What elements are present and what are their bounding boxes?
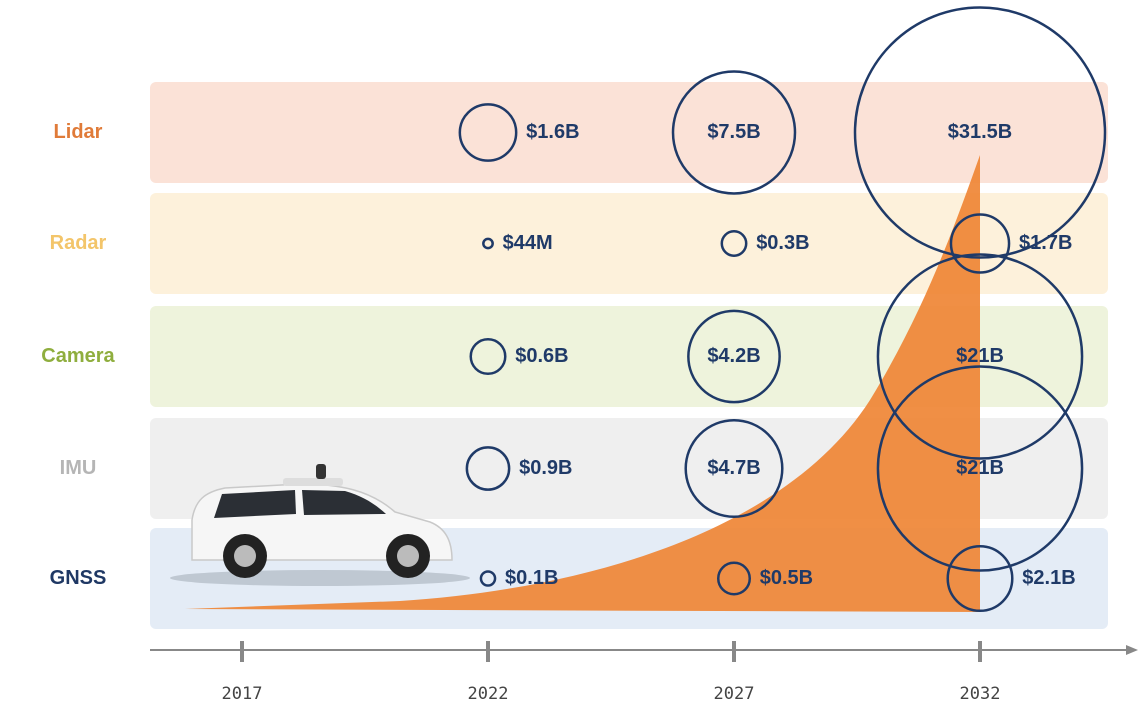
x-tick-label: 2027 bbox=[714, 684, 755, 704]
axis-arrow bbox=[1126, 645, 1138, 655]
bubble-label: $0.6B bbox=[515, 345, 568, 367]
bubble-label: $21B bbox=[956, 457, 1004, 479]
row-label: GNSS bbox=[50, 567, 107, 589]
bubble-label: $0.3B bbox=[756, 232, 809, 254]
x-tick-label: 2032 bbox=[960, 684, 1001, 704]
x-tick-label: 2017 bbox=[222, 684, 263, 704]
bubble-label: $1.6B bbox=[526, 121, 579, 143]
bubble-label: $7.5B bbox=[707, 121, 760, 143]
chart: Lidar Radar Camera IMU GNSS 2017 2022 2027 2032… bbox=[0, 0, 1140, 711]
row-label: IMU bbox=[60, 457, 97, 479]
x-tick-label: 2022 bbox=[468, 684, 509, 704]
bubble-label: $1.7B bbox=[1019, 232, 1072, 254]
bubble-label: $4.2B bbox=[707, 345, 760, 367]
bubble-label: $21B bbox=[956, 345, 1004, 367]
bubble-label: $4.7B bbox=[707, 457, 760, 479]
bubble-label: $31.5B bbox=[948, 121, 1013, 143]
bubble-label: $0.9B bbox=[519, 457, 572, 479]
x-axis: 2017 2022 2027 2032 bbox=[150, 641, 1138, 704]
row-label: Lidar bbox=[54, 121, 103, 143]
row-label: Radar bbox=[50, 232, 107, 254]
bubble-label: $0.5B bbox=[760, 567, 813, 589]
bubble-label: $44M bbox=[503, 232, 553, 254]
row-label: Camera bbox=[41, 345, 115, 367]
bubble-label: $0.1B bbox=[505, 567, 558, 589]
bubble-label: $2.1B bbox=[1022, 567, 1075, 589]
